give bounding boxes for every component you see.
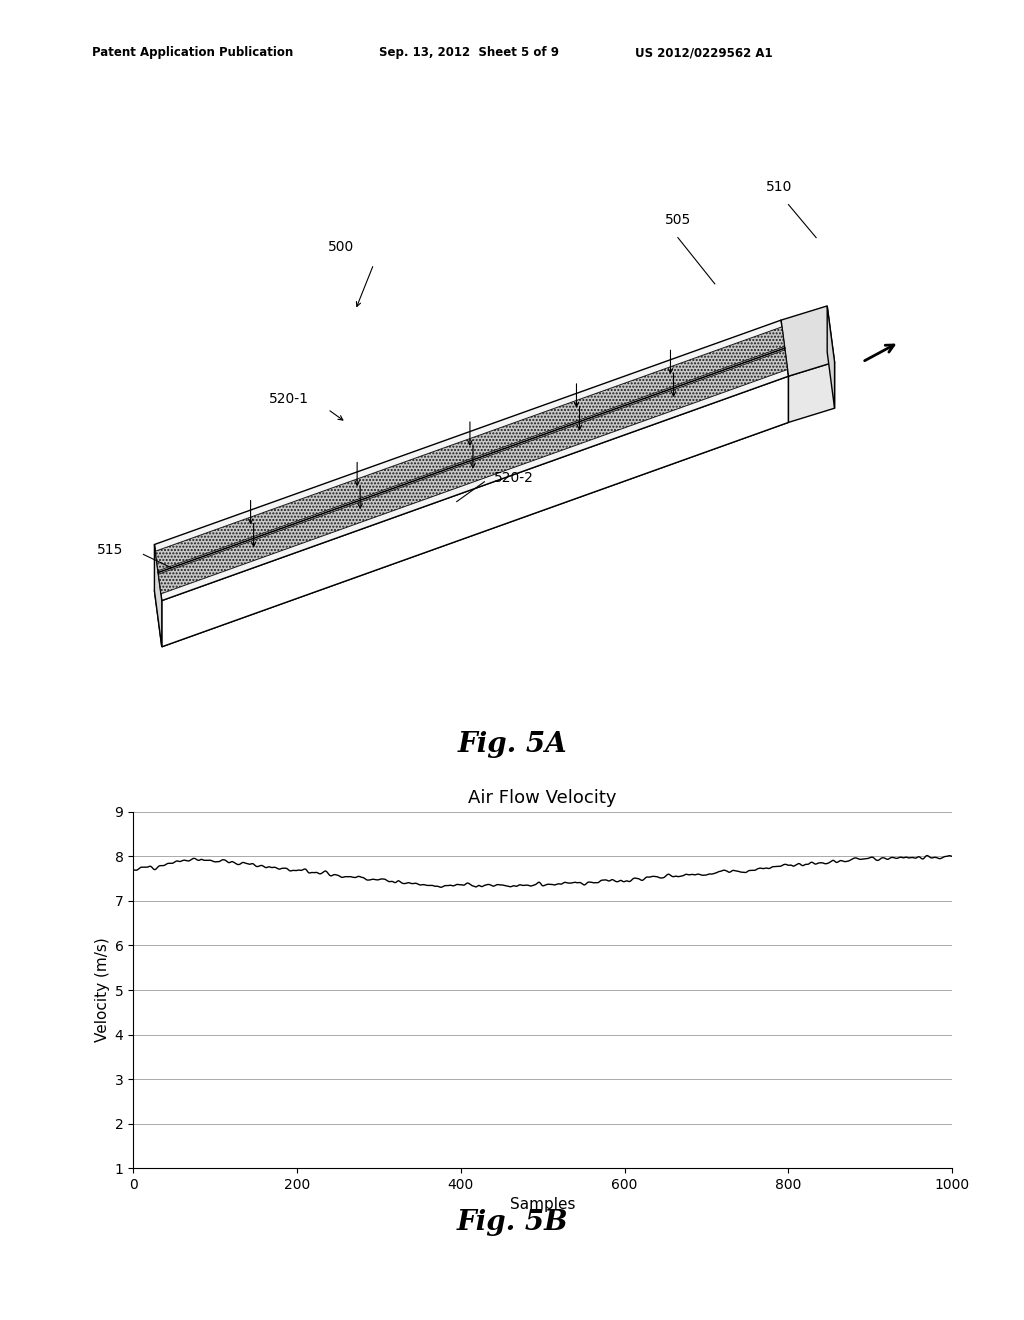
Text: Patent Application Publication: Patent Application Publication: [92, 46, 294, 59]
Text: 505: 505: [665, 214, 691, 227]
Text: US 2012/0229562 A1: US 2012/0229562 A1: [635, 46, 772, 59]
Polygon shape: [156, 327, 784, 570]
Text: Sep. 13, 2012  Sheet 5 of 9: Sep. 13, 2012 Sheet 5 of 9: [379, 46, 559, 59]
Text: 515: 515: [97, 544, 124, 557]
Polygon shape: [159, 350, 787, 594]
X-axis label: Samples: Samples: [510, 1197, 575, 1213]
Text: 520-1: 520-1: [269, 392, 309, 405]
Polygon shape: [155, 544, 162, 647]
Text: Fig. 5B: Fig. 5B: [456, 1209, 568, 1237]
Polygon shape: [155, 321, 788, 601]
Polygon shape: [827, 306, 835, 408]
Polygon shape: [162, 376, 788, 647]
Polygon shape: [155, 367, 788, 647]
Polygon shape: [788, 362, 835, 422]
Y-axis label: Velocity (m/s): Velocity (m/s): [95, 937, 111, 1043]
Text: Fig. 5A: Fig. 5A: [457, 731, 567, 759]
Text: 520-2: 520-2: [494, 471, 534, 484]
Polygon shape: [781, 306, 835, 376]
Text: 510: 510: [766, 181, 793, 194]
Text: 500: 500: [328, 240, 354, 253]
Title: Air Flow Velocity: Air Flow Velocity: [468, 789, 617, 808]
